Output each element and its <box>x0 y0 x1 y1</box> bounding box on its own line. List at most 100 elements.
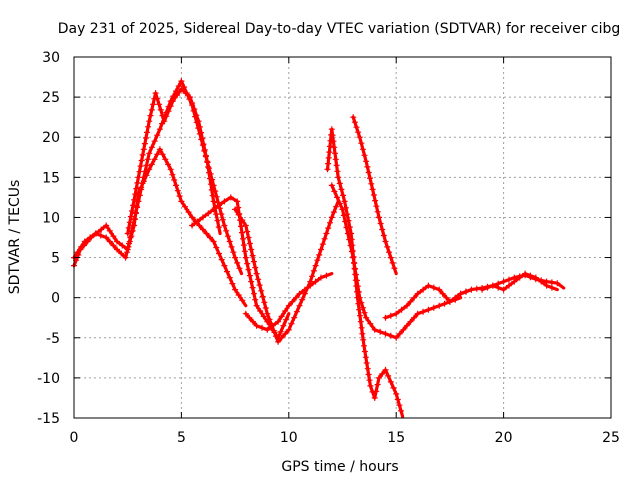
data-point-track-8-1 <box>331 188 338 195</box>
data-point-track-10-0 <box>382 314 389 321</box>
data-point-track-12-6 <box>511 278 518 285</box>
data-point-track-7-41 <box>359 330 366 337</box>
data-point-track-1-70 <box>224 233 231 240</box>
data-point-track-9-13 <box>369 186 376 193</box>
data-point-track-9-2 <box>353 124 360 131</box>
data-point-track-12-9 <box>527 272 534 279</box>
data-point-track-4-22 <box>249 284 256 291</box>
series-line-track-7 <box>325 127 405 418</box>
data-point-track-3-40 <box>191 106 198 113</box>
data-point-track-7-61 <box>393 390 400 397</box>
data-point-track-10-7 <box>414 290 421 297</box>
data-point-track-3-33 <box>167 103 174 110</box>
data-point-track-12-4 <box>500 286 507 293</box>
data-point-track-3-18 <box>144 129 150 136</box>
data-point-track-3-8 <box>133 185 140 192</box>
data-point-track-4-7 <box>227 194 234 201</box>
data-point-track-4-6 <box>221 198 228 205</box>
y-tick-label-8: 25 <box>42 90 60 106</box>
data-point-track-8-7 <box>343 224 350 231</box>
data-point-track-4-19 <box>245 266 252 273</box>
data-point-track-3-39 <box>189 100 196 107</box>
data-point-track-1-73 <box>230 249 237 256</box>
data-point-track-2-35 <box>167 166 174 173</box>
data-point-track-4-15 <box>240 242 247 249</box>
data-point-track-2-18 <box>131 222 138 229</box>
data-point-track-7-48 <box>365 371 372 378</box>
data-point-track-3-23 <box>150 101 156 108</box>
data-point-track-7-47 <box>364 365 371 372</box>
data-point-track-4-2 <box>199 214 206 221</box>
data-point-track-8-14 <box>352 266 359 272</box>
data-point-track-12-1 <box>484 284 491 291</box>
data-point-track-3-48 <box>202 152 209 159</box>
data-point-track-6-8 <box>278 313 285 320</box>
data-point-track-3-37 <box>182 90 189 97</box>
data-point-track-5-1 <box>235 211 242 218</box>
data-point-track-3-45 <box>199 135 206 142</box>
data-point-track-10-15 <box>452 294 459 301</box>
data-point-track-7-60 <box>390 384 397 391</box>
data-point-track-8-33 <box>407 318 414 325</box>
data-point-track-10-13 <box>443 294 450 301</box>
data-point-track-3-27 <box>156 101 163 108</box>
y-tick-label-9: 30 <box>42 50 60 66</box>
data-point-track-5-35 <box>309 273 316 280</box>
data-point-track-9-17 <box>374 208 381 215</box>
data-point-track-8-12 <box>350 254 357 261</box>
data-point-track-5-7 <box>248 246 255 253</box>
data-point-track-2-59 <box>235 292 242 298</box>
data-point-track-7-56 <box>379 370 386 377</box>
data-point-track-10-9 <box>425 282 432 289</box>
data-point-track-3-21 <box>147 112 154 119</box>
data-point-track-9-0 <box>350 114 357 121</box>
data-point-track-1-32 <box>151 138 158 145</box>
data-point-track-5-25 <box>282 330 289 337</box>
data-point-track-12-7 <box>516 274 523 281</box>
data-point-track-2-2 <box>78 243 85 250</box>
data-point-track-6-18 <box>323 272 330 279</box>
data-point-track-9-24 <box>386 249 392 256</box>
data-point-track-7-1 <box>325 160 332 167</box>
data-point-track-8-25 <box>371 326 378 333</box>
data-point-track-9-5 <box>358 140 365 147</box>
data-point-track-5-26 <box>285 326 292 333</box>
data-point-track-4-4 <box>210 206 217 213</box>
data-point-track-8-18 <box>355 288 362 295</box>
data-point-track-6-11 <box>289 298 296 305</box>
data-point-track-2-9 <box>110 242 117 249</box>
data-point-track-6-4 <box>259 324 265 331</box>
data-point-track-10-5 <box>407 298 414 305</box>
data-point-track-4-9 <box>235 204 242 211</box>
data-point-track-1-8 <box>98 226 105 233</box>
data-point-track-8-5 <box>340 212 347 219</box>
data-point-track-5-4 <box>244 228 251 235</box>
data-point-track-3-31 <box>163 113 170 120</box>
data-point-track-7-55 <box>376 374 382 381</box>
data-point-track-8-16 <box>353 277 360 284</box>
data-point-track-2-41 <box>178 198 185 205</box>
data-point-track-8-30 <box>396 330 403 337</box>
data-point-track-5-42 <box>321 235 328 242</box>
data-point-track-2-47 <box>199 226 206 233</box>
data-point-track-2-40 <box>176 193 183 200</box>
data-point-track-6-2 <box>250 318 256 325</box>
data-point-track-2-4 <box>87 234 94 241</box>
data-point-track-5-28 <box>291 314 298 321</box>
series-track-5 <box>232 199 340 345</box>
data-point-track-2-26 <box>143 172 150 179</box>
series-track-3 <box>124 86 222 237</box>
data-point-track-7-64 <box>398 407 404 414</box>
x-tick-label-0: 0 <box>70 430 79 446</box>
data-point-track-2-15 <box>126 238 133 245</box>
data-point-track-7-42 <box>360 336 367 343</box>
data-point-track-7-57 <box>382 366 389 373</box>
data-point-track-5-44 <box>325 225 332 232</box>
data-point-track-5-47 <box>330 209 337 216</box>
data-point-track-8-3 <box>336 200 343 207</box>
data-point-track-7-13 <box>333 162 340 169</box>
y-tick-label-7: 20 <box>42 130 60 146</box>
data-point-track-4-24 <box>252 296 259 303</box>
data-point-track-7-15 <box>335 174 342 181</box>
data-point-track-2-31 <box>156 146 163 153</box>
